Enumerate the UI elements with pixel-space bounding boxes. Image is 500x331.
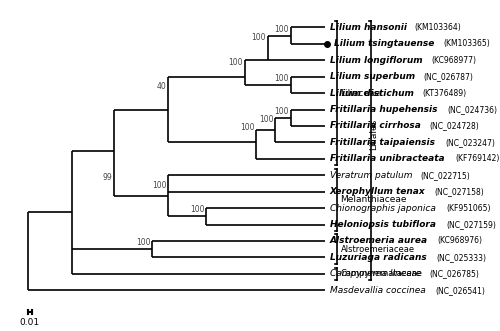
Text: Xerophyllum tenax: Xerophyllum tenax (330, 187, 426, 196)
Text: (NC_024736): (NC_024736) (448, 105, 498, 114)
Text: Alstroemeria aurea: Alstroemeria aurea (330, 236, 428, 246)
Text: Luzuriaga radicans: Luzuriaga radicans (330, 253, 426, 262)
Text: (NC_027158): (NC_027158) (435, 187, 484, 196)
Text: Campynema lineare: Campynema lineare (330, 269, 420, 278)
Text: Fritillaria cirrhosa: Fritillaria cirrhosa (330, 121, 420, 130)
Text: 100: 100 (136, 238, 151, 247)
Text: 100: 100 (274, 74, 289, 83)
Text: 100: 100 (190, 205, 204, 214)
Text: Alstroemeriaceae: Alstroemeriaceae (340, 245, 414, 254)
Text: (KF951065): (KF951065) (446, 204, 490, 213)
Text: Veratrum patulum: Veratrum patulum (330, 171, 412, 180)
Text: (KT376489): (KT376489) (422, 89, 467, 98)
Text: Fritillaria hupehensis: Fritillaria hupehensis (330, 105, 437, 114)
Text: (NC_026541): (NC_026541) (435, 286, 485, 295)
Text: Masdevallia coccinea: Masdevallia coccinea (330, 286, 426, 295)
Text: Lilium hansonii: Lilium hansonii (330, 23, 406, 32)
Text: (KM103365): (KM103365) (444, 39, 490, 48)
Text: 100: 100 (152, 181, 166, 190)
Text: 100: 100 (274, 107, 289, 116)
Text: (NC_027159): (NC_027159) (446, 220, 496, 229)
Text: Chionographis japonica: Chionographis japonica (330, 204, 436, 213)
Text: Melanthiaceae: Melanthiaceae (340, 195, 407, 205)
Text: (KM103364): (KM103364) (415, 23, 462, 32)
Text: Lilium longiflorum: Lilium longiflorum (330, 56, 422, 65)
Text: Lilium superbum: Lilium superbum (330, 72, 415, 81)
Text: Fritillaria unibracteata: Fritillaria unibracteata (330, 154, 444, 164)
Text: 100: 100 (259, 115, 274, 124)
Text: (KF769142): (KF769142) (456, 154, 500, 164)
Text: Campynemataceae: Campynemataceae (340, 269, 422, 278)
Text: (NC_024728): (NC_024728) (430, 121, 480, 130)
Text: (KC968977): (KC968977) (432, 56, 476, 65)
Text: 100: 100 (274, 25, 289, 34)
Text: (NC_025333): (NC_025333) (436, 253, 486, 262)
Text: Lilium tsingtauense: Lilium tsingtauense (334, 39, 434, 48)
Text: 40: 40 (156, 82, 166, 91)
Text: (NC_026787): (NC_026787) (424, 72, 474, 81)
Text: (NC_023247): (NC_023247) (445, 138, 495, 147)
Text: 99: 99 (103, 172, 113, 181)
Text: (NC_022715): (NC_022715) (420, 171, 470, 180)
Text: (NC_026785): (NC_026785) (430, 269, 480, 278)
Text: 0.01: 0.01 (20, 318, 40, 327)
Text: Liliaceae: Liliaceae (340, 89, 380, 98)
Text: 100: 100 (228, 58, 243, 67)
Text: Lilium distichum: Lilium distichum (330, 89, 413, 98)
Text: Fritillaria taipaiensis: Fritillaria taipaiensis (330, 138, 434, 147)
Text: Heloniopsis tubiflora: Heloniopsis tubiflora (330, 220, 436, 229)
Text: 100: 100 (252, 33, 266, 42)
Text: Liliales: Liliales (369, 119, 378, 150)
Text: 100: 100 (240, 123, 254, 132)
Text: (KC968976): (KC968976) (438, 236, 482, 246)
